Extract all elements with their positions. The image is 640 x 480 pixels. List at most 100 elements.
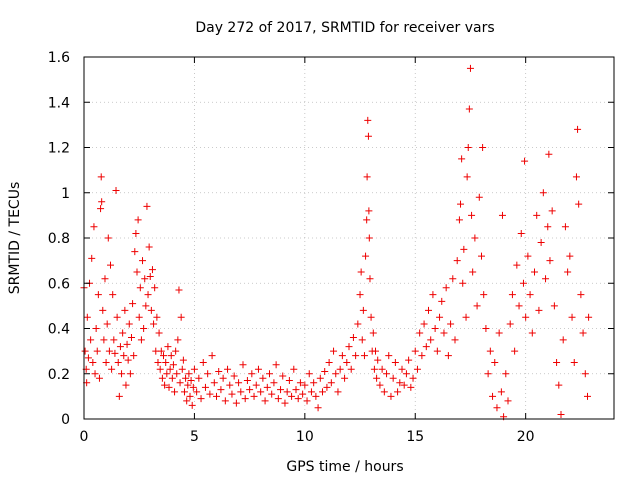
data-point bbox=[130, 352, 138, 360]
data-point bbox=[259, 374, 267, 382]
data-point bbox=[364, 132, 372, 140]
data-point bbox=[173, 370, 181, 378]
data-point bbox=[93, 347, 101, 355]
data-point bbox=[166, 365, 174, 373]
data-point bbox=[177, 313, 185, 321]
data-point bbox=[164, 343, 172, 351]
data-point bbox=[179, 356, 187, 364]
data-point bbox=[545, 150, 553, 158]
data-point bbox=[118, 370, 126, 378]
data-point bbox=[290, 365, 298, 373]
data-point bbox=[584, 392, 591, 400]
data-point bbox=[431, 325, 439, 332]
data-point bbox=[511, 347, 519, 355]
data-point bbox=[478, 252, 485, 260]
data-point bbox=[241, 395, 249, 403]
data-point bbox=[169, 361, 177, 369]
data-point bbox=[497, 388, 505, 396]
y-tick-label: 1.2 bbox=[48, 141, 70, 157]
y-tick-label: 0.2 bbox=[48, 367, 70, 383]
data-point bbox=[440, 329, 448, 337]
data-point bbox=[396, 379, 404, 387]
x-axis-label: GPS time / hours bbox=[286, 459, 403, 475]
data-point bbox=[307, 388, 315, 396]
x-tick-label: 15 bbox=[406, 429, 424, 445]
data-point bbox=[378, 365, 386, 373]
data-points bbox=[80, 64, 593, 421]
data-point bbox=[385, 352, 393, 360]
data-point bbox=[354, 320, 362, 328]
data-point bbox=[405, 356, 413, 364]
data-point bbox=[139, 257, 147, 265]
data-point bbox=[555, 381, 563, 389]
data-point bbox=[272, 361, 280, 369]
data-point bbox=[498, 211, 506, 219]
x-tick-label: 10 bbox=[296, 429, 314, 445]
data-point bbox=[321, 367, 329, 375]
data-point bbox=[522, 313, 530, 321]
data-point bbox=[341, 374, 349, 382]
data-point bbox=[535, 306, 543, 314]
data-point bbox=[517, 229, 525, 237]
data-point bbox=[473, 302, 481, 310]
data-point bbox=[370, 365, 378, 373]
data-point bbox=[394, 388, 402, 396]
data-point bbox=[316, 374, 324, 382]
data-point bbox=[524, 252, 532, 260]
y-tick-label: 0.6 bbox=[48, 276, 70, 292]
data-point bbox=[449, 275, 457, 283]
data-point bbox=[175, 286, 183, 294]
data-point bbox=[246, 386, 254, 394]
data-point bbox=[285, 377, 293, 385]
data-point bbox=[121, 306, 129, 314]
data-point bbox=[239, 361, 247, 369]
data-point bbox=[464, 144, 472, 151]
data-point bbox=[180, 388, 188, 396]
data-point bbox=[97, 205, 105, 213]
data-point bbox=[261, 397, 269, 405]
data-point bbox=[134, 216, 142, 224]
data-point bbox=[365, 207, 373, 215]
data-point bbox=[548, 207, 556, 215]
data-point bbox=[312, 392, 320, 400]
data-point bbox=[458, 155, 466, 163]
data-point bbox=[495, 329, 503, 337]
data-point bbox=[398, 365, 406, 373]
data-point bbox=[172, 347, 180, 355]
data-point bbox=[367, 313, 375, 321]
data-point bbox=[184, 381, 192, 389]
data-point bbox=[84, 354, 92, 362]
data-point bbox=[217, 386, 225, 394]
data-point bbox=[301, 381, 309, 389]
data-point bbox=[425, 306, 432, 314]
data-point bbox=[310, 379, 318, 387]
data-point bbox=[460, 245, 468, 253]
data-point bbox=[208, 352, 216, 360]
data-point bbox=[156, 365, 164, 373]
data-point bbox=[330, 347, 338, 355]
data-point bbox=[303, 397, 311, 405]
data-point bbox=[581, 370, 589, 378]
data-point bbox=[531, 268, 538, 276]
data-point bbox=[281, 399, 289, 407]
data-point bbox=[183, 397, 191, 405]
data-point bbox=[210, 379, 218, 387]
data-point bbox=[391, 358, 399, 366]
data-point bbox=[369, 329, 377, 337]
data-point bbox=[502, 370, 510, 378]
data-point bbox=[243, 377, 251, 385]
data-point bbox=[364, 116, 372, 124]
data-point bbox=[105, 347, 113, 355]
data-point bbox=[411, 347, 419, 355]
data-point bbox=[161, 381, 169, 389]
data-point bbox=[185, 370, 193, 378]
data-point bbox=[466, 64, 474, 72]
data-point bbox=[389, 374, 397, 382]
y-axis-label: SRMTID / TECUs bbox=[7, 182, 23, 295]
data-point bbox=[151, 284, 159, 292]
data-point bbox=[141, 275, 149, 283]
data-point bbox=[559, 336, 567, 344]
data-point bbox=[332, 370, 340, 378]
data-point bbox=[356, 291, 364, 299]
data-point bbox=[163, 370, 171, 378]
